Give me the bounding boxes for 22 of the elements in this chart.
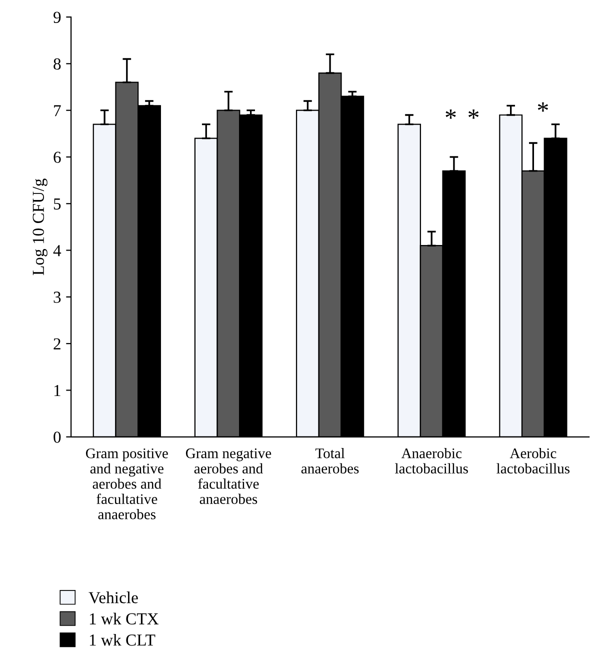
y-tick-label: 5 bbox=[54, 198, 61, 210]
legend-label: Vehicle bbox=[88, 592, 138, 604]
x-tick-label: Gram negative aerobes and facultative anaerobes bbox=[186, 448, 272, 504]
y-axis-title: Log 10 CFU/g bbox=[32, 178, 48, 276]
y-tick-label: 0 bbox=[54, 432, 61, 443]
annotation: * bbox=[538, 102, 548, 112]
y-tick-label: 1 bbox=[54, 385, 60, 396]
x-tick-label: Total anaerobes bbox=[301, 448, 359, 474]
x-tick-label: Aerobic lactobacillus bbox=[496, 448, 570, 474]
y-tick-label: 2 bbox=[54, 338, 60, 350]
y-tick-label: 4 bbox=[53, 245, 62, 256]
annotation: * bbox=[446, 110, 456, 119]
annotation: * bbox=[468, 110, 479, 119]
legend-label: 1 wk CLT bbox=[90, 634, 156, 646]
y-tick-label: 8 bbox=[54, 58, 61, 70]
y-tick-label: 3 bbox=[54, 292, 61, 303]
y-tick-label: 9 bbox=[54, 12, 61, 23]
x-tick-label: Anaerobic lactobacillus bbox=[395, 448, 468, 474]
legend-label: 1 wk CTX bbox=[90, 612, 159, 624]
y-tick-label: 6 bbox=[54, 152, 61, 163]
y-tick-label: 7 bbox=[54, 105, 61, 116]
x-tick-label: Gram positive and negative aerobes and facultative anaerobes bbox=[86, 448, 168, 520]
